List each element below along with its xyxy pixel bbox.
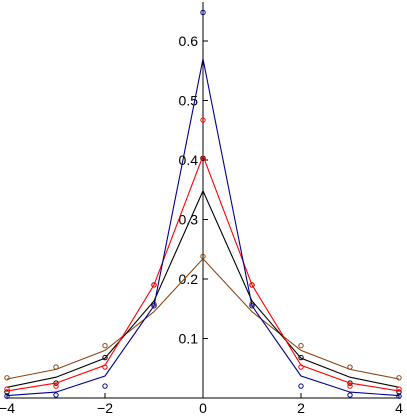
data-point <box>396 393 402 399</box>
series-line <box>6 189 400 388</box>
y-tick-label: 0.1 <box>179 331 199 347</box>
data-point <box>249 282 255 288</box>
y-tick-label: 0.3 <box>179 212 199 228</box>
data-point <box>396 386 402 392</box>
series-3 <box>4 9 402 399</box>
data-point <box>53 364 59 370</box>
data-point <box>347 364 353 370</box>
x-tick-label: −2 <box>97 400 113 416</box>
y-tick-label: 0.2 <box>179 271 199 287</box>
data-point <box>53 392 59 398</box>
data-point <box>200 253 206 260</box>
data-point <box>4 393 10 399</box>
data-point <box>347 392 353 398</box>
data-point <box>53 383 59 389</box>
data-point <box>298 364 304 370</box>
data-point <box>249 303 255 309</box>
y-tick-label: 0.6 <box>179 33 199 49</box>
data-point <box>200 117 206 123</box>
series-line <box>6 154 400 392</box>
x-tick-label: −4 <box>0 400 15 416</box>
data-point <box>102 364 108 370</box>
data-point <box>4 375 10 381</box>
data-point <box>298 354 304 361</box>
data-point <box>102 354 108 361</box>
data-point <box>102 342 108 349</box>
data-point <box>347 383 353 389</box>
x-tick-label: 4 <box>395 400 403 416</box>
x-tick-label: 2 <box>297 400 305 416</box>
data-point <box>200 9 206 16</box>
data-point <box>298 342 304 349</box>
x-tick-label: 0 <box>199 400 207 416</box>
data-point <box>396 375 402 381</box>
data-point <box>4 386 10 392</box>
y-tick-label: 0.5 <box>179 93 199 109</box>
data-point <box>151 282 157 288</box>
data-point <box>151 303 157 309</box>
data-point <box>298 383 304 389</box>
series-line <box>6 58 400 397</box>
data-point <box>102 383 108 389</box>
axis-ticks: −4 −2 0 2 40.10.20.30.40.50.6 <box>0 33 403 416</box>
series-2 <box>4 117 402 392</box>
series-layer <box>4 9 402 399</box>
